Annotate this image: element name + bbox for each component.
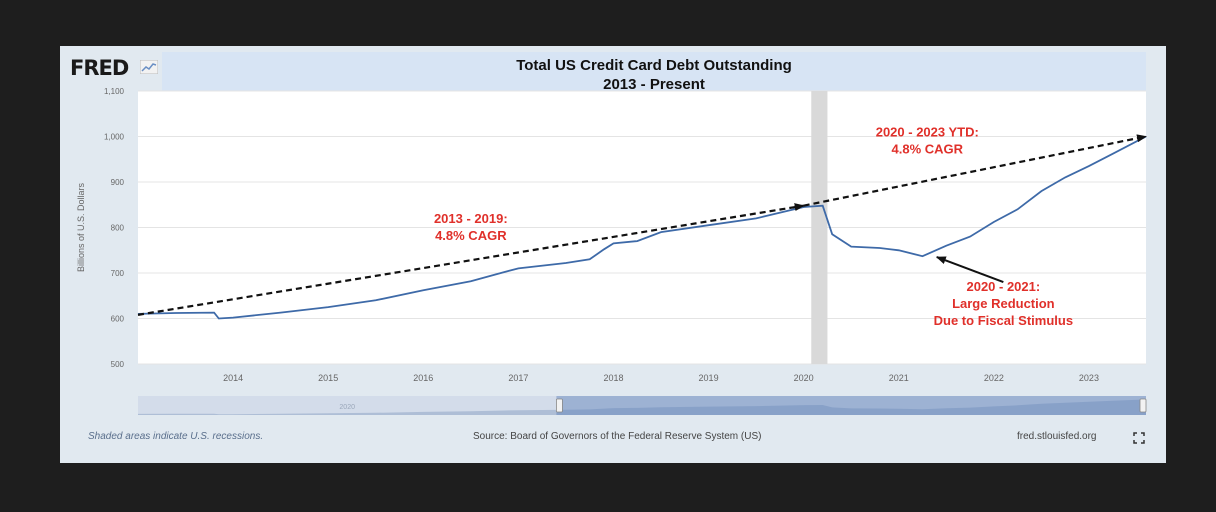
y-axis-label: Billions of U.S. Dollars: [76, 182, 86, 272]
navigator-handle[interactable]: [556, 398, 563, 413]
annotation-text: 2020 - 2023 YTD:: [876, 125, 979, 140]
fred-logo[interactable]: FRED: [70, 56, 129, 80]
x-tick-label: 2017: [508, 373, 528, 383]
chart-frame: FRED Total US Credit Card Debt Outstandi…: [60, 46, 1166, 463]
chart-subtitle: 2013 - Present: [603, 76, 705, 93]
y-tick-label: 800: [111, 224, 125, 233]
y-tick-label: 1,100: [104, 87, 125, 96]
recession-shading: [811, 91, 828, 364]
grid-lines: [138, 90, 1146, 365]
x-tick-label: 2018: [603, 373, 623, 383]
series-line: [137, 135, 1147, 320]
range-navigator[interactable]: 2020: [138, 396, 1147, 415]
annotation-text: Due to Fiscal Stimulus: [934, 313, 1073, 328]
navigator-area: [138, 399, 1146, 415]
annotation-arrow: [935, 256, 1004, 284]
annotation-text: 4.8% CAGR: [435, 228, 507, 243]
annotation-text: 2013 - 2019:: [434, 211, 508, 226]
x-tick-label: 2019: [699, 373, 719, 383]
annotation-text: 2020 - 2021:: [966, 279, 1040, 294]
navigator-label: 2020: [339, 404, 355, 411]
annotation-text: 4.8% CAGR: [892, 142, 964, 157]
source-text: Source: Board of Governors of the Federa…: [473, 431, 762, 442]
annotations: 2013 - 2019: 4.8% CAGR 2020 - 2023 YTD: 4.8…: [434, 125, 1073, 329]
x-tick-label: 2016: [413, 373, 433, 383]
x-tick-label: 2021: [889, 373, 909, 383]
chart-title-box: Total US Credit Card Debt Outstanding 20…: [162, 52, 1146, 96]
site-url[interactable]: fred.stlouisfed.org: [1017, 431, 1097, 442]
trendline: [803, 134, 1147, 207]
y-tick-label: 900: [111, 178, 125, 187]
x-tick-label: 2023: [1079, 373, 1099, 383]
y-tick-label: 600: [111, 315, 125, 324]
navigator-selection: [556, 396, 1146, 415]
y-tick-label: 500: [111, 360, 125, 369]
expand-icon[interactable]: [1133, 432, 1145, 444]
navigator-handle[interactable]: [1139, 398, 1147, 413]
y-axis: 500 600 700 800 900 1,000 1,100: [104, 87, 125, 369]
y-tick-label: 700: [111, 269, 125, 278]
x-axis: 2014 2015 2016 2017 2018 2019 2020 2021 2022 2023: [223, 373, 1099, 383]
x-tick-label: 2020: [794, 373, 814, 383]
trendline: [137, 203, 805, 316]
x-tick-label: 2022: [984, 373, 1004, 383]
x-tick-label: 2014: [223, 373, 243, 383]
annotation-text: Large Reduction: [952, 296, 1055, 311]
recession-note: Shaded areas indicate U.S. recessions.: [88, 431, 264, 442]
trendlines: [137, 134, 1147, 316]
chart-title: Total US Credit Card Debt Outstanding: [516, 57, 792, 74]
y-tick-label: 1,000: [104, 133, 125, 142]
chart-mark-icon: [140, 60, 158, 74]
x-tick-label: 2015: [318, 373, 338, 383]
